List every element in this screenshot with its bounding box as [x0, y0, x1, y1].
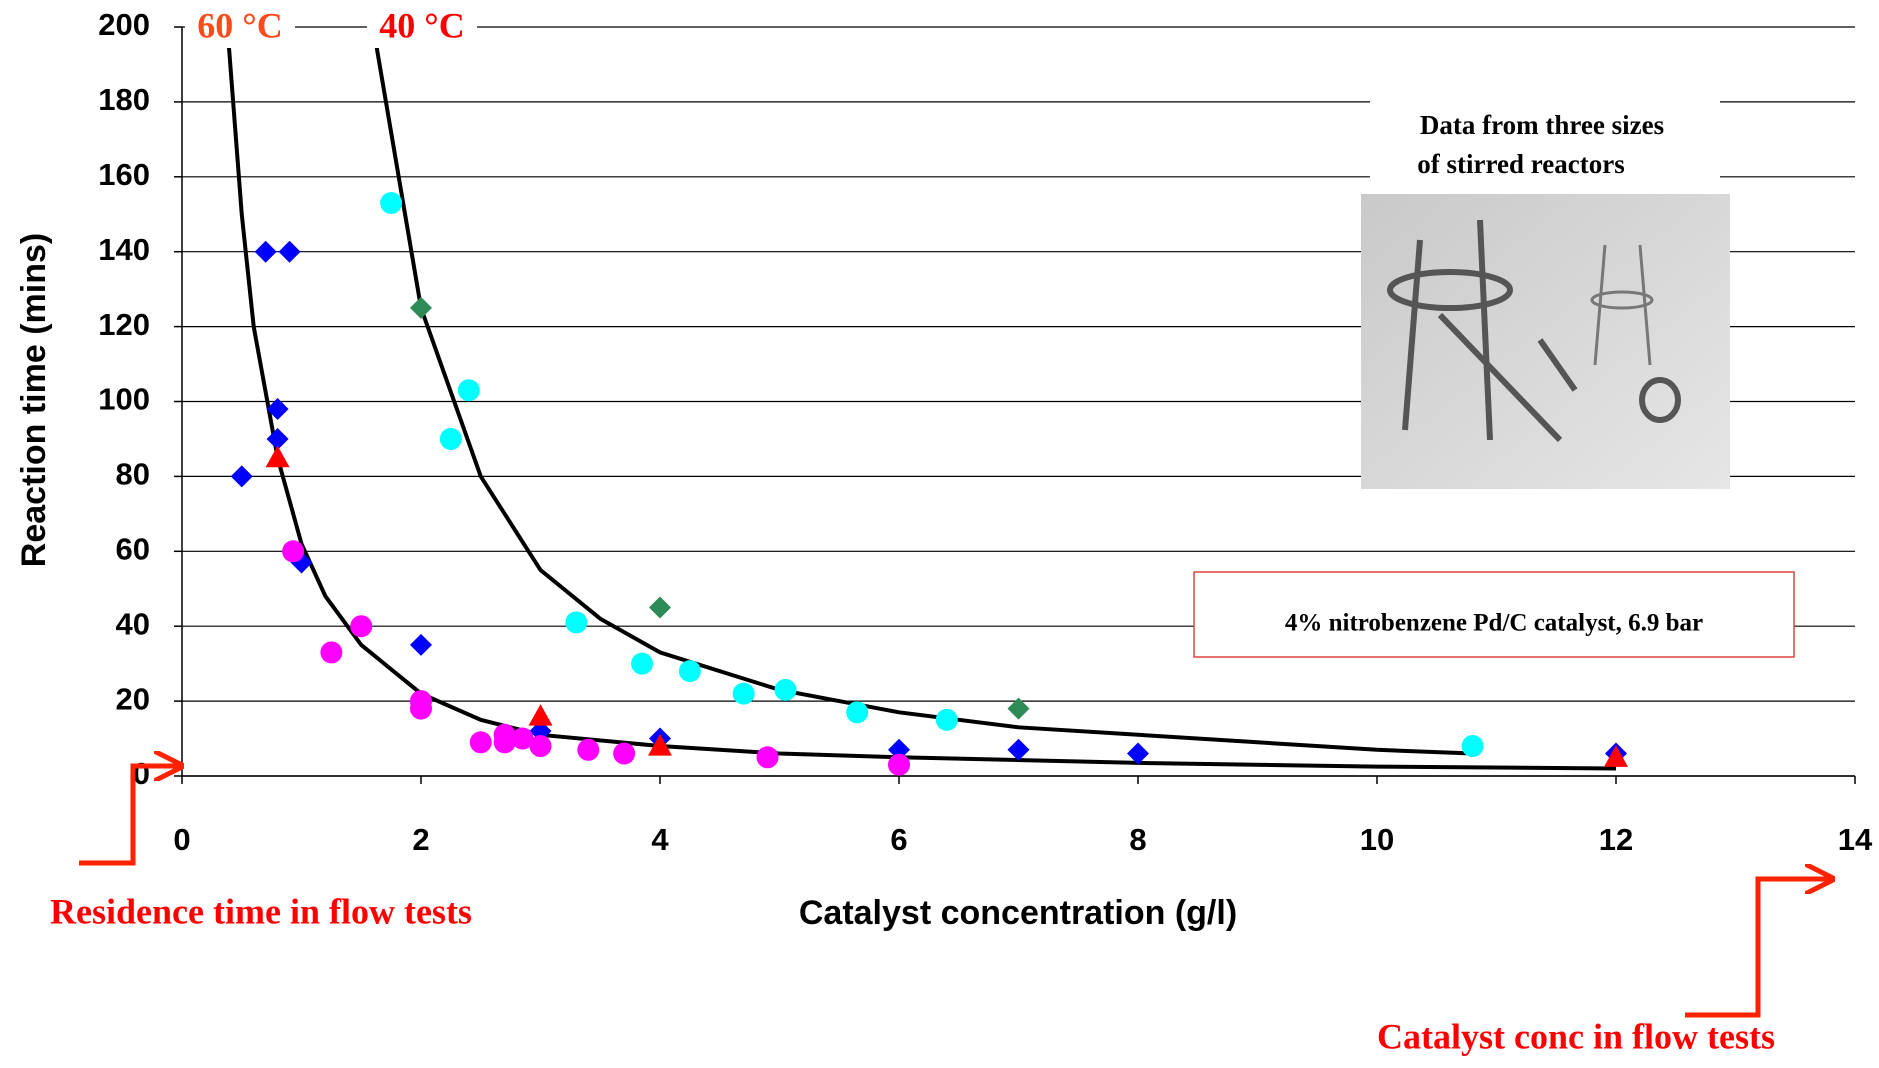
diamond-point [1007, 697, 1030, 720]
circle-point [1461, 735, 1484, 758]
circle-point [529, 735, 552, 758]
x-tick-label: 14 [1838, 822, 1873, 857]
y-tick-label: 100 [98, 382, 150, 417]
circle-point [350, 615, 373, 638]
triangle-point [528, 704, 553, 726]
diamond-point [266, 397, 289, 420]
diamond-point [1127, 742, 1149, 765]
circle-point [511, 727, 534, 750]
circle-point [613, 742, 636, 765]
y-tick-label: 20 [116, 681, 150, 716]
diamond-point [649, 596, 671, 619]
circle-point [774, 678, 797, 701]
circle-point [320, 641, 343, 664]
circle-point [846, 701, 869, 724]
note-box [1193, 571, 1795, 658]
y-tick-label: 120 [98, 307, 150, 342]
diamond-point [278, 240, 301, 263]
y-tick-label: 60 [116, 531, 150, 566]
circle-point [457, 379, 480, 402]
circle-point [439, 427, 462, 450]
flow-conc-arrow [1685, 879, 1830, 1018]
diamond-point [410, 296, 432, 319]
circle-point [888, 753, 910, 776]
circle-point [493, 731, 516, 754]
circle-point [678, 660, 701, 683]
y-tick-label: 180 [98, 82, 150, 117]
triangle-point [265, 445, 290, 468]
x-tick-label: 8 [1129, 822, 1146, 857]
caption-background [1370, 100, 1720, 192]
circle-point [631, 652, 654, 675]
curve-label-background [185, 6, 295, 48]
y-tick-label: 40 [116, 606, 150, 641]
diamond-point [410, 633, 432, 656]
triangle-point [1604, 745, 1628, 767]
circle-point [577, 738, 600, 761]
x-tick-label: 0 [173, 822, 190, 857]
diamond-point [230, 465, 253, 488]
circle-point [282, 540, 305, 563]
diamond-point [1007, 738, 1030, 761]
diamond-point [254, 240, 277, 263]
x-axis-title: Catalyst concentration (g/l) [799, 894, 1237, 932]
y-axis-title: Reaction time (mins) [15, 233, 53, 567]
flow-residence-label: Residence time in flow tests [50, 891, 472, 931]
circle-point [469, 731, 492, 754]
photo-sketch [1387, 219, 1681, 443]
note-text: 4% nitrobenzene Pd/C catalyst, 6.9 bar [1285, 610, 1703, 637]
curve-label: 40 °C [379, 5, 464, 45]
circle-point [410, 697, 432, 720]
circle-point [565, 611, 588, 634]
diamond-point [266, 427, 289, 450]
reactor-photo [1361, 194, 1730, 489]
x-tick-label: 6 [890, 822, 907, 857]
circle-point [732, 682, 755, 705]
flow-conc-label: Catalyst conc in flow tests [1377, 1016, 1775, 1056]
photo-caption: Data from three sizes [1420, 110, 1664, 140]
flow-residence-arrow [79, 766, 179, 866]
y-tick-label: 80 [116, 457, 150, 492]
y-tick-label: 160 [98, 157, 150, 192]
x-tick-label: 10 [1360, 822, 1394, 857]
triangle-point [648, 734, 672, 756]
curve-label-background [367, 6, 477, 48]
curve-label: 60 °C [197, 5, 282, 45]
circle-point [380, 192, 403, 215]
photo-cage [1590, 244, 1654, 366]
x-tick-label: 4 [651, 822, 669, 857]
circle-point [935, 708, 958, 731]
circle-point [756, 746, 779, 769]
y-tick-label: 200 [98, 7, 150, 42]
x-tick-label: 2 [412, 822, 429, 857]
photo-caption: of stirred reactors [1417, 149, 1624, 179]
x-tick-label: 12 [1599, 822, 1633, 857]
y-tick-label: 140 [98, 232, 150, 267]
